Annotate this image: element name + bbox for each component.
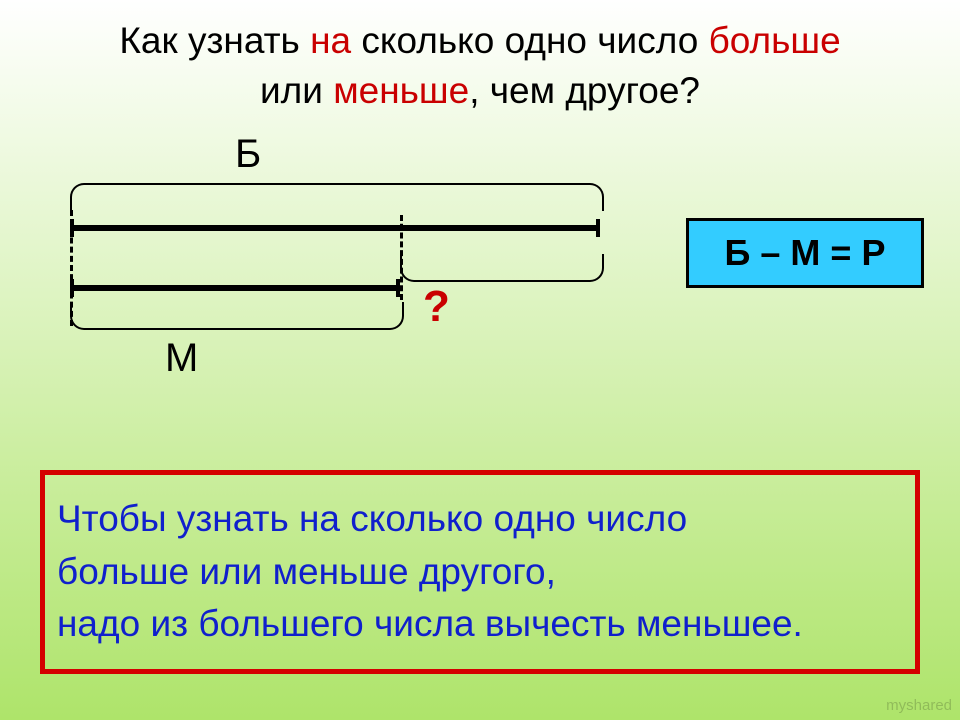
rule-box: Чтобы узнать на сколько одно число больш…	[40, 470, 920, 674]
bracket-top	[70, 183, 604, 211]
dashed-guide	[400, 215, 403, 300]
segment-cap	[596, 219, 600, 237]
watermark: myshared	[886, 697, 952, 714]
diagram-label: М	[165, 336, 198, 381]
bracket-bottom	[400, 254, 604, 282]
bracket-bottom	[70, 302, 404, 330]
formula-box: Б – М = Р	[686, 218, 924, 288]
dashed-guide	[70, 210, 73, 326]
slide-heading: Как узнать на сколько одно число большеи…	[0, 16, 960, 116]
segment-bar	[70, 285, 400, 291]
question-mark: ?	[423, 282, 450, 332]
diagram-label: Б	[235, 132, 261, 177]
segment-bar	[70, 225, 600, 231]
